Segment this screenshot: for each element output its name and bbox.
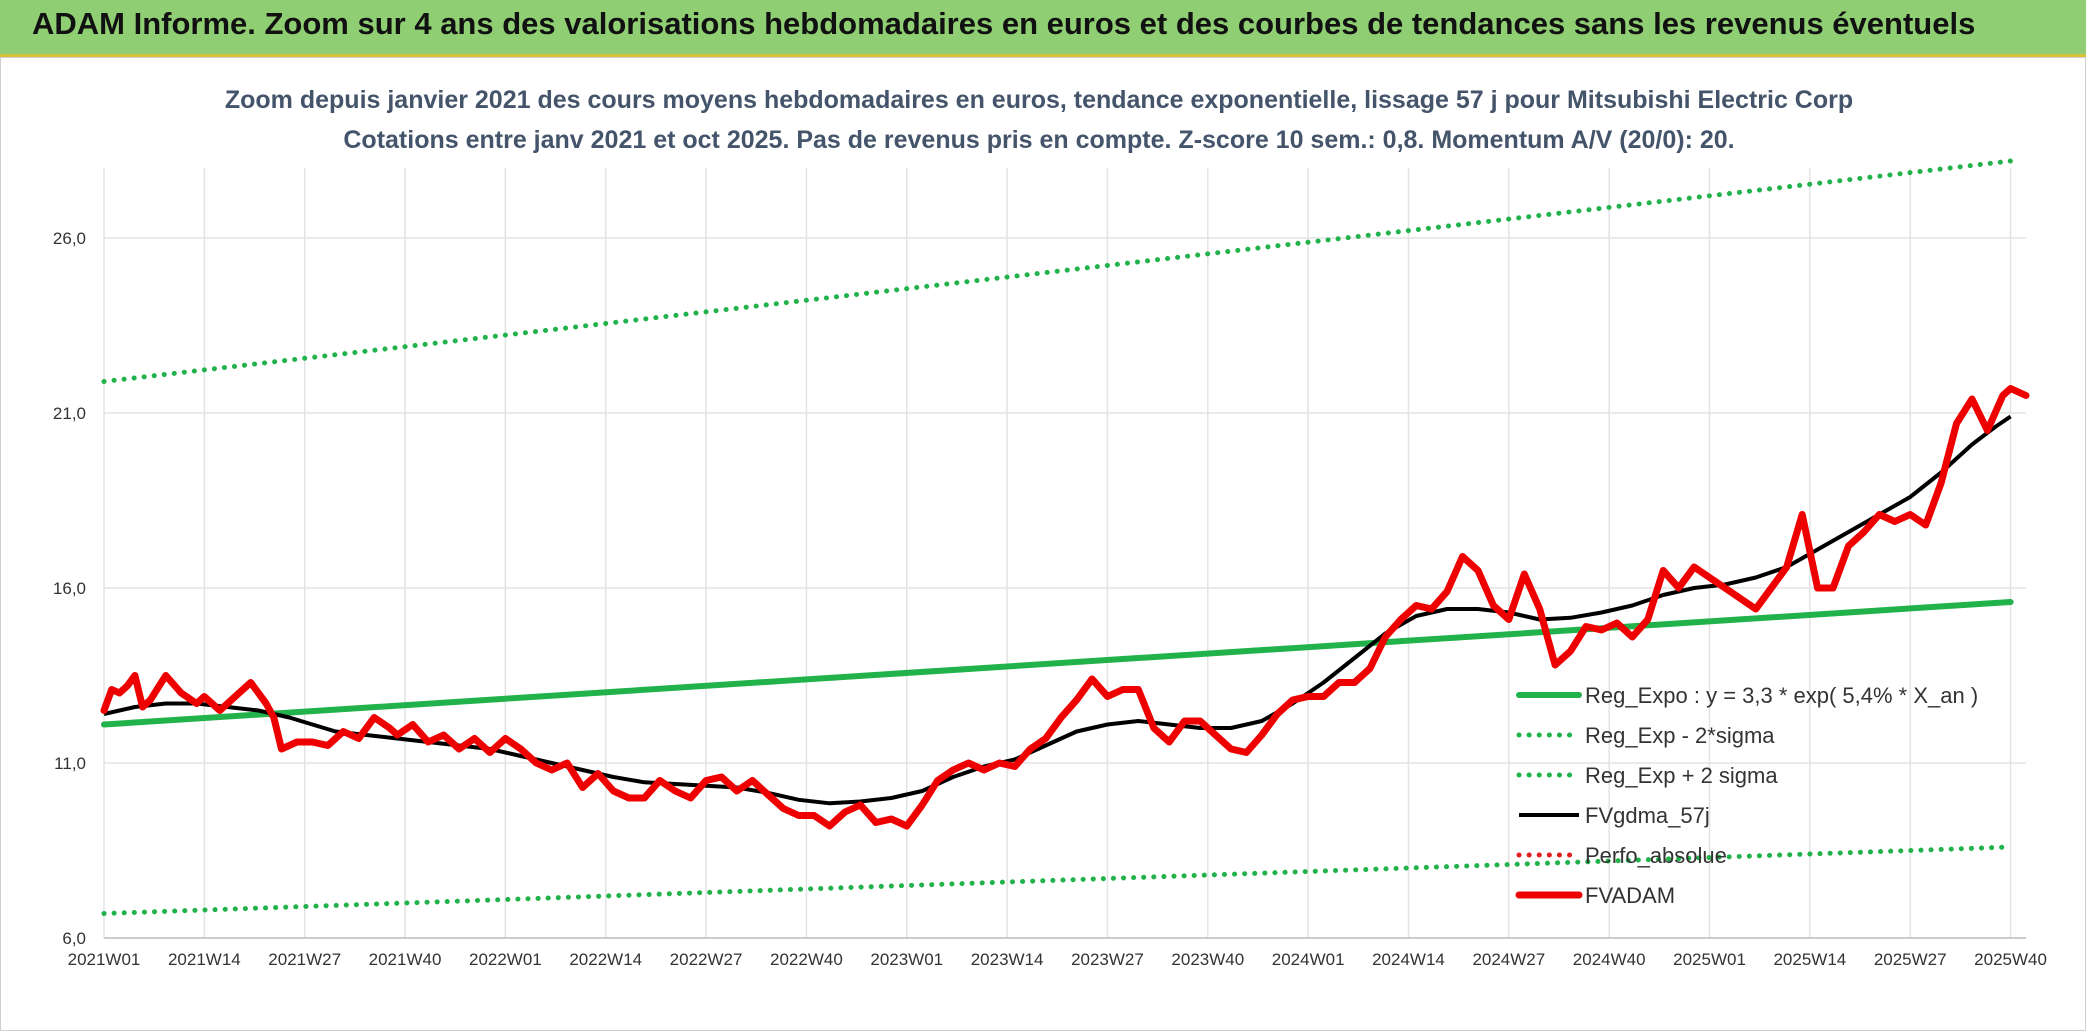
x-tick-label: 2023W27: [1071, 950, 1144, 969]
y-tick-label: 26,0: [53, 229, 86, 248]
legend-label: Reg_Expo : y = 3,3 * exp( 5,4% * X_an ): [1585, 683, 1978, 708]
chart-frame: Zoom depuis janvier 2021 des cours moyen…: [0, 57, 2086, 1031]
x-tick-label: 2023W14: [971, 950, 1044, 969]
price-chart: Zoom depuis janvier 2021 des cours moyen…: [53, 86, 2047, 969]
regression-line: [101, 599, 2014, 728]
legend-label: Reg_Exp - 2*sigma: [1585, 723, 1775, 748]
x-tick-label: 2022W14: [569, 950, 642, 969]
x-tick-label: 2021W14: [168, 950, 241, 969]
report-banner: ADAM Informe. Zoom sur 4 ans des valoris…: [0, 0, 2086, 57]
legend: Reg_Expo : y = 3,3 * exp( 5,4% * X_an ) R…: [1515, 683, 1978, 908]
x-axis: 2021W01 2021W14 2021W27 2021W40 2022W01 2022W…: [68, 937, 2047, 969]
y-tick-label: 16,0: [53, 579, 86, 598]
x-tick-label: 2024W40: [1573, 950, 1646, 969]
x-tick-label: 2025W40: [1974, 950, 2047, 969]
x-tick-label: 2024W01: [1272, 950, 1345, 969]
x-tick-label: 2023W40: [1171, 950, 1244, 969]
chart-title: Zoom depuis janvier 2021 des cours moyen…: [225, 86, 1853, 114]
legend-label: FVgdma_57j: [1585, 803, 1710, 828]
gdma-line: [103, 414, 2012, 806]
x-tick-label: 2022W27: [670, 950, 743, 969]
legend-label: Perfo_absolue: [1585, 843, 1727, 868]
x-tick-label: 2025W14: [1773, 950, 1846, 969]
plot-area: [100, 158, 2030, 916]
x-tick-label: 2025W01: [1673, 950, 1746, 969]
x-tick-label: 2023W01: [870, 950, 943, 969]
chart-subtitle: Cotations entre janv 2021 et oct 2025. P…: [343, 126, 1734, 154]
x-tick-label: 2022W40: [770, 950, 843, 969]
y-axis: 6,0 11,0 16,0 21,0 26,0: [53, 229, 86, 948]
report-title: ADAM Informe. Zoom sur 4 ans des valoris…: [32, 6, 1976, 41]
y-tick-label: 6,0: [62, 929, 86, 948]
fvadam-line: [100, 385, 2030, 830]
legend-label: Reg_Exp + 2 sigma: [1585, 763, 1778, 788]
x-tick-label: 2021W40: [369, 950, 442, 969]
x-tick-label: 2022W01: [469, 950, 542, 969]
y-tick-label: 21,0: [53, 404, 86, 423]
x-tick-label: 2025W27: [1874, 950, 1947, 969]
legend-label: FVADAM: [1585, 883, 1675, 908]
x-tick-label: 2021W27: [268, 950, 341, 969]
y-tick-label: 11,0: [54, 754, 86, 773]
x-tick-label: 2024W27: [1472, 950, 1545, 969]
x-tick-label: 2021W01: [68, 950, 141, 969]
x-tick-label: 2024W14: [1372, 950, 1445, 969]
grid-lines: [103, 168, 2026, 939]
upper-sigma-line: [101, 158, 2014, 384]
